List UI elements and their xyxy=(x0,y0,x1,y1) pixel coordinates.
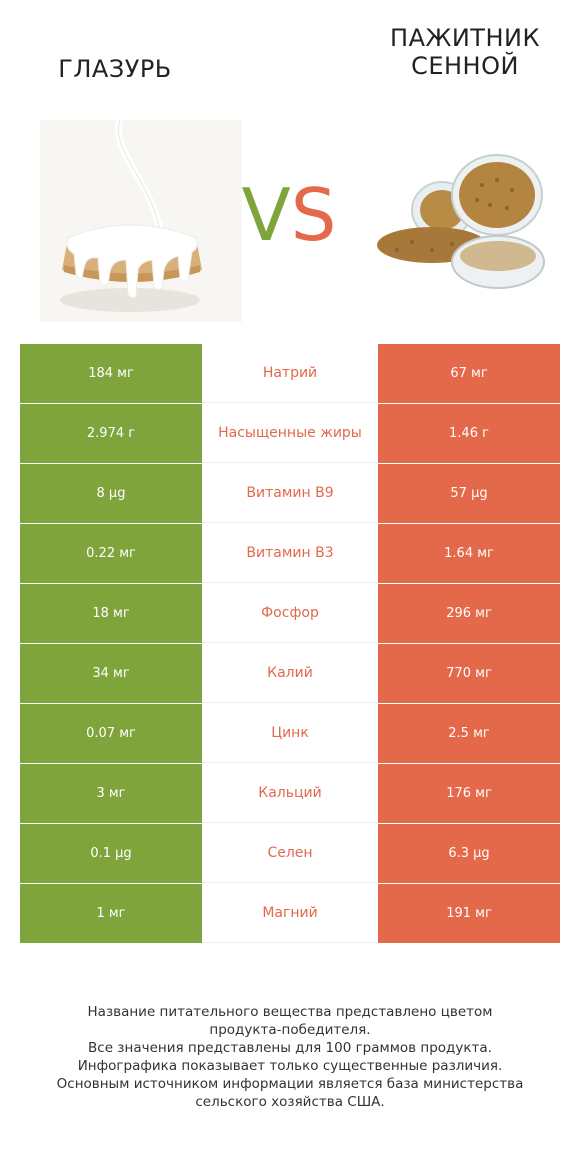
table-row: 8 µg Витамин B9 57 µg xyxy=(20,464,560,524)
glaze-cake-image xyxy=(40,118,242,322)
footnote-line: Инфографика показывает только существенн… xyxy=(77,1058,503,1074)
footnote-line: продукта-победителя. xyxy=(209,1022,371,1038)
right-food-title: ПАЖИТНИК СЕННОЙ xyxy=(360,24,570,80)
table-row: 18 мг Фосфор 296 мг xyxy=(20,584,560,644)
right-value-cell: 1.46 г xyxy=(378,404,560,463)
left-value-cell: 1 мг xyxy=(20,884,202,943)
comparison-table: 184 мг Натрий 67 мг 2.974 г Насыщенные жиры 1… xyxy=(20,344,560,944)
footnote-line: Все значения представлены для 100 граммо… xyxy=(88,1040,492,1056)
right-value-cell: 2.5 мг xyxy=(378,704,560,763)
vs-s-letter: S xyxy=(290,173,337,257)
right-value-cell: 296 мг xyxy=(378,584,560,643)
left-value-cell: 3 мг xyxy=(20,764,202,823)
left-value-cell: 2.974 г xyxy=(20,404,202,463)
table-row: 0.07 мг Цинк 2.5 мг xyxy=(20,704,560,764)
footnote-line: сельского хозяйства США. xyxy=(195,1094,385,1110)
right-value-cell: 6.3 µg xyxy=(378,824,560,883)
left-food-name: ГЛАЗУРЬ xyxy=(58,55,172,83)
table-row: 184 мг Натрий 67 мг xyxy=(20,344,560,404)
right-value-cell: 191 мг xyxy=(378,884,560,943)
vs-v-letter: V xyxy=(241,173,291,257)
footnote-line: Название питательного вещества представл… xyxy=(87,1004,493,1020)
nutrient-name-cell: Кальций xyxy=(202,764,378,823)
nutrient-name-cell: Цинк xyxy=(202,704,378,763)
table-row: 34 мг Калий 770 мг xyxy=(20,644,560,704)
right-food-name-line2: СЕННОЙ xyxy=(411,52,519,80)
right-value-cell: 67 мг xyxy=(378,344,560,403)
right-value-cell: 57 µg xyxy=(378,464,560,523)
left-value-cell: 34 мг xyxy=(20,644,202,703)
vs-label: VS xyxy=(224,165,354,265)
left-value-cell: 184 мг xyxy=(20,344,202,403)
nutrient-name-cell: Селен xyxy=(202,824,378,883)
left-food-title: ГЛАЗУРЬ xyxy=(20,55,210,83)
nutrient-name-cell: Натрий xyxy=(202,344,378,403)
right-value-cell: 770 мг xyxy=(378,644,560,703)
table-row: 2.974 г Насыщенные жиры 1.46 г xyxy=(20,404,560,464)
nutrient-name-cell: Насыщенные жиры xyxy=(202,404,378,463)
nutrient-name-cell: Калий xyxy=(202,644,378,703)
right-value-cell: 176 мг xyxy=(378,764,560,823)
nutrient-name-cell: Витамин B9 xyxy=(202,464,378,523)
left-value-cell: 0.07 мг xyxy=(20,704,202,763)
left-value-cell: 8 µg xyxy=(20,464,202,523)
right-food-name-line1: ПАЖИТНИК xyxy=(390,24,540,52)
fenugreek-image xyxy=(372,150,550,300)
footnote-line: Основным источником информации является … xyxy=(56,1076,524,1092)
left-value-cell: 0.22 мг xyxy=(20,524,202,583)
right-value-cell: 1.64 мг xyxy=(378,524,560,583)
nutrient-name-cell: Витамин B3 xyxy=(202,524,378,583)
left-value-cell: 0.1 µg xyxy=(20,824,202,883)
left-value-cell: 18 мг xyxy=(20,584,202,643)
table-row: 0.1 µg Селен 6.3 µg xyxy=(20,824,560,884)
table-row: 1 мг Магний 191 мг xyxy=(20,884,560,944)
table-row: 3 мг Кальций 176 мг xyxy=(20,764,560,824)
nutrient-name-cell: Фосфор xyxy=(202,584,378,643)
table-row: 0.22 мг Витамин B3 1.64 мг xyxy=(20,524,560,584)
nutrient-name-cell: Магний xyxy=(202,884,378,943)
footnote: Название питательного вещества представл… xyxy=(30,1003,550,1111)
